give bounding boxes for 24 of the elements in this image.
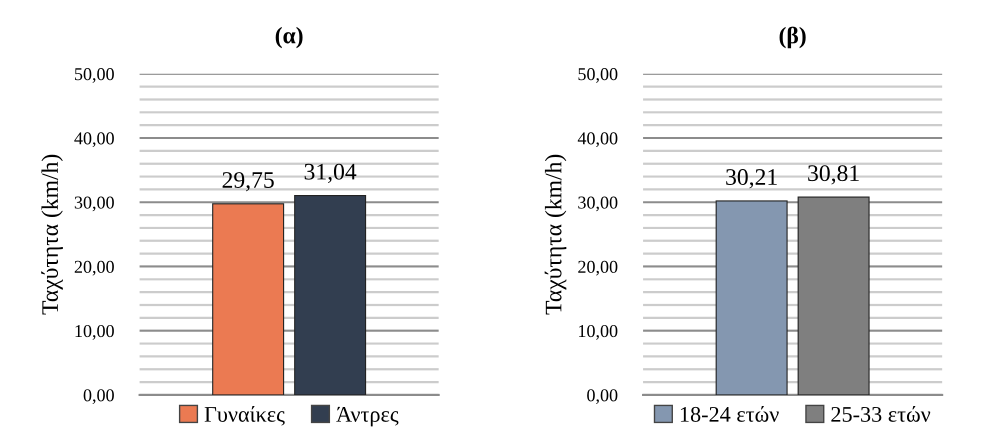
y-axis-title: Ταχύτητα (km/h) bbox=[544, 154, 566, 315]
y-tick-label: 20,00 bbox=[74, 260, 114, 276]
y-tick-label: 30,00 bbox=[74, 196, 114, 212]
legend-label: 25-33 ετών bbox=[831, 406, 930, 422]
y-tick-label: 0,00 bbox=[84, 389, 114, 404]
legend-label: 18-24 ετών bbox=[680, 406, 779, 422]
y-tick-label: 10,00 bbox=[579, 324, 618, 340]
y-tick-label: 50,00 bbox=[75, 68, 114, 83]
y-tick-label: 40,00 bbox=[578, 132, 618, 148]
y-tick-label: 30,00 bbox=[578, 196, 618, 212]
data-label: 30,81 bbox=[808, 165, 859, 185]
y-tick-label: 50,00 bbox=[578, 68, 618, 83]
y-axis-title: Ταχύτητα (km/h) bbox=[41, 154, 63, 315]
legend-label: Άντρες bbox=[336, 406, 398, 426]
data-label: 31,04 bbox=[304, 164, 356, 184]
y-tick-label: 0,00 bbox=[587, 389, 618, 404]
y-tick-label: 10,00 bbox=[76, 324, 114, 340]
chart-title: (β) bbox=[780, 26, 806, 48]
data-label: 30,21 bbox=[726, 169, 777, 188]
chart-title: (α) bbox=[276, 26, 303, 48]
y-tick-label: 20,00 bbox=[578, 260, 618, 276]
y-tick-label: 40,00 bbox=[74, 132, 114, 148]
legend-label: Γυναίκες bbox=[204, 406, 285, 426]
data-label: 29,75 bbox=[222, 172, 274, 192]
